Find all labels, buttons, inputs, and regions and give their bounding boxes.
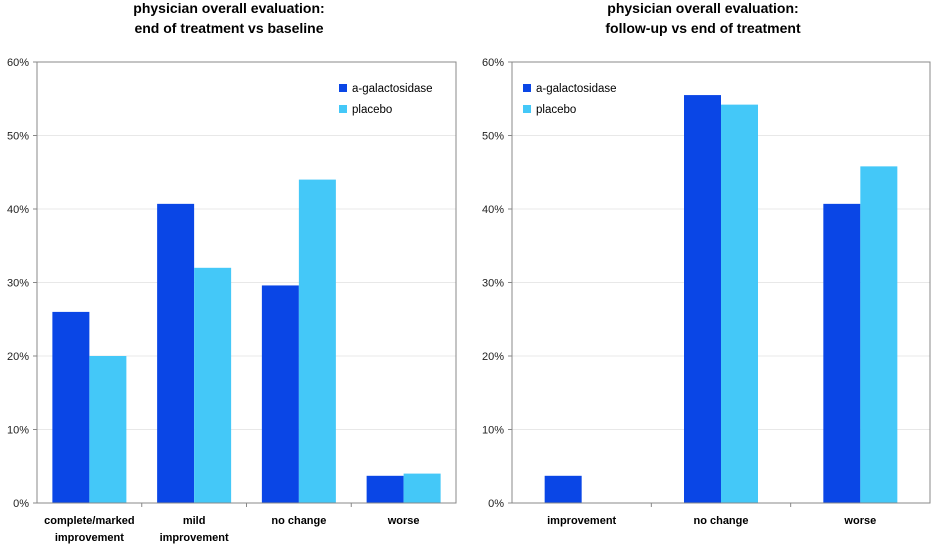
left-bar-a-galactosidase [52, 311, 90, 503]
right-x-category-label: worse [843, 515, 876, 527]
right-plot-area-frame [511, 61, 931, 504]
left-x-category-label: complete/marked [44, 515, 134, 527]
left-y-tick-label: 20% [7, 351, 29, 363]
right-x-category-label: improvement [547, 515, 616, 527]
left-x-category-label: no change [271, 515, 326, 527]
chart-end-of-treatment-vs-baseline: physician overall evaluation: end of trea… [0, 0, 465, 545]
right-bar-placebo [721, 104, 758, 503]
left-bar-placebo [194, 267, 232, 503]
left-plot-area-frame [36, 61, 457, 504]
left-y-tick-label: 30% [7, 278, 29, 290]
left-x-category-label: improvement [55, 532, 124, 544]
left-chart-title-line-2: end of treatment vs baseline [134, 20, 323, 36]
right-y-tick-label: 40% [482, 204, 504, 216]
left-legend-swatch-a-galactosidase [339, 84, 347, 92]
chart-left-svg: physician overall evaluation: end of trea… [7, 0, 457, 544]
left-y-tick-label: 60% [7, 57, 29, 69]
left-bar-placebo [403, 473, 441, 503]
left-y-tick-label: 10% [7, 425, 29, 437]
right-chart-title-line-1: physician overall evaluation: [607, 0, 798, 16]
chart-follow-up-vs-end-of-treatment: physician overall evaluation: follow-up v… [468, 0, 935, 545]
right-y-tick-label: 30% [482, 278, 504, 290]
left-bar-a-galactosidase [261, 285, 299, 503]
chart-right-svg: physician overall evaluation: follow-up v… [482, 0, 931, 527]
left-bar-a-galactosidase [366, 475, 404, 503]
right-legend-label: a-galactosidase [536, 83, 617, 95]
right-bar-a-galactosidase [823, 203, 861, 504]
right-bar-a-galactosidase [684, 95, 721, 503]
left-legend-swatch-placebo [339, 105, 347, 113]
left-legend-label: placebo [352, 104, 392, 116]
left-y-tick-label: 50% [7, 131, 29, 143]
right-y-tick-label: 20% [482, 351, 504, 363]
right-y-tick-label: 10% [482, 425, 504, 437]
right-y-tick-label: 60% [482, 57, 504, 69]
right-chart-title-line-2: follow-up vs end of treatment [605, 20, 801, 36]
right-x-category-label: no change [693, 515, 748, 527]
left-x-category-label: worse [387, 515, 420, 527]
left-legend-label: a-galactosidase [352, 83, 433, 95]
right-y-tick-label: 50% [482, 131, 504, 143]
right-legend-swatch-placebo [523, 105, 531, 113]
left-bar-placebo [89, 356, 127, 503]
right-bar-a-galactosidase [544, 475, 582, 503]
left-bar-a-galactosidase [157, 203, 195, 504]
left-bar-placebo [298, 179, 336, 503]
left-y-tick-label: 40% [7, 204, 29, 216]
left-chart-title-line-1: physician overall evaluation: [133, 0, 324, 16]
left-y-tick-label: 0% [13, 498, 29, 510]
right-legend-label: placebo [536, 104, 576, 116]
right-bar-placebo [860, 166, 898, 503]
left-x-category-label: improvement [160, 532, 229, 544]
right-y-tick-label: 0% [488, 498, 504, 510]
right-legend-swatch-a-galactosidase [523, 84, 531, 92]
left-x-category-label: mild [183, 515, 206, 527]
